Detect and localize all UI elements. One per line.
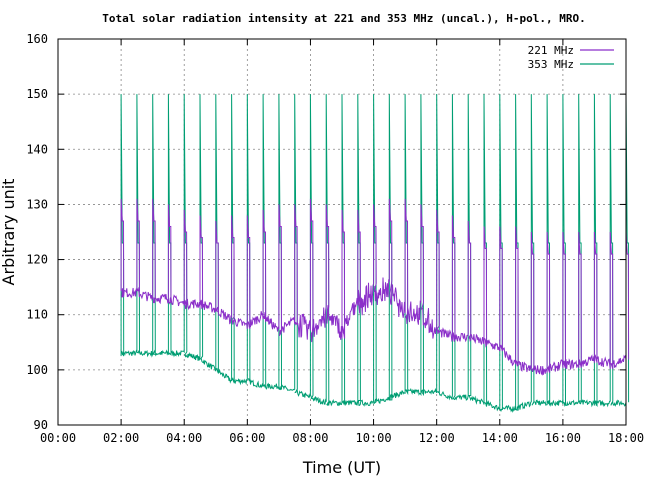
x-tick-label: 14:00 <box>482 431 518 445</box>
x-tick-label: 06:00 <box>229 431 265 445</box>
y-tick-label: 140 <box>26 142 48 156</box>
y-axis-label: Arbitrary unit <box>0 179 18 286</box>
x-tick-label: 10:00 <box>355 431 391 445</box>
axis-ticks: 90 100 110 120 130 140 150 160 00:00 02:00 04:00 06… <box>26 32 644 445</box>
x-tick-label: 00:00 <box>40 431 76 445</box>
series-layer <box>120 94 630 414</box>
x-tick-label: 08:00 <box>292 431 328 445</box>
y-tick-label: 120 <box>26 253 48 267</box>
series-353-mhz <box>120 94 630 414</box>
x-tick-label: 04:00 <box>166 431 202 445</box>
y-tick-label: 100 <box>26 363 48 377</box>
chart-title: Total solar radiation intensity at 221 a… <box>102 12 585 25</box>
y-tick-label: 130 <box>26 197 48 211</box>
legend-label-221: 221 MHz <box>528 44 574 57</box>
legend-label-353: 353 MHz <box>528 58 574 71</box>
legend: 221 MHz 353 MHz <box>528 44 614 71</box>
x-tick-label: 12:00 <box>419 431 455 445</box>
x-axis-label: Time (UT) <box>302 458 381 477</box>
series-line <box>120 94 630 414</box>
x-tick-label: 16:00 <box>545 431 581 445</box>
series-221-mhz <box>120 198 630 376</box>
plot-frame <box>57 38 627 426</box>
x-tick-label: 18:00 <box>608 431 644 445</box>
y-tick-label: 90 <box>34 418 48 432</box>
y-tick-label: 110 <box>26 308 48 322</box>
y-tick-label: 150 <box>26 87 48 101</box>
x-tick-label: 02:00 <box>103 431 139 445</box>
series-line <box>120 198 630 376</box>
y-tick-label: 160 <box>26 32 48 46</box>
